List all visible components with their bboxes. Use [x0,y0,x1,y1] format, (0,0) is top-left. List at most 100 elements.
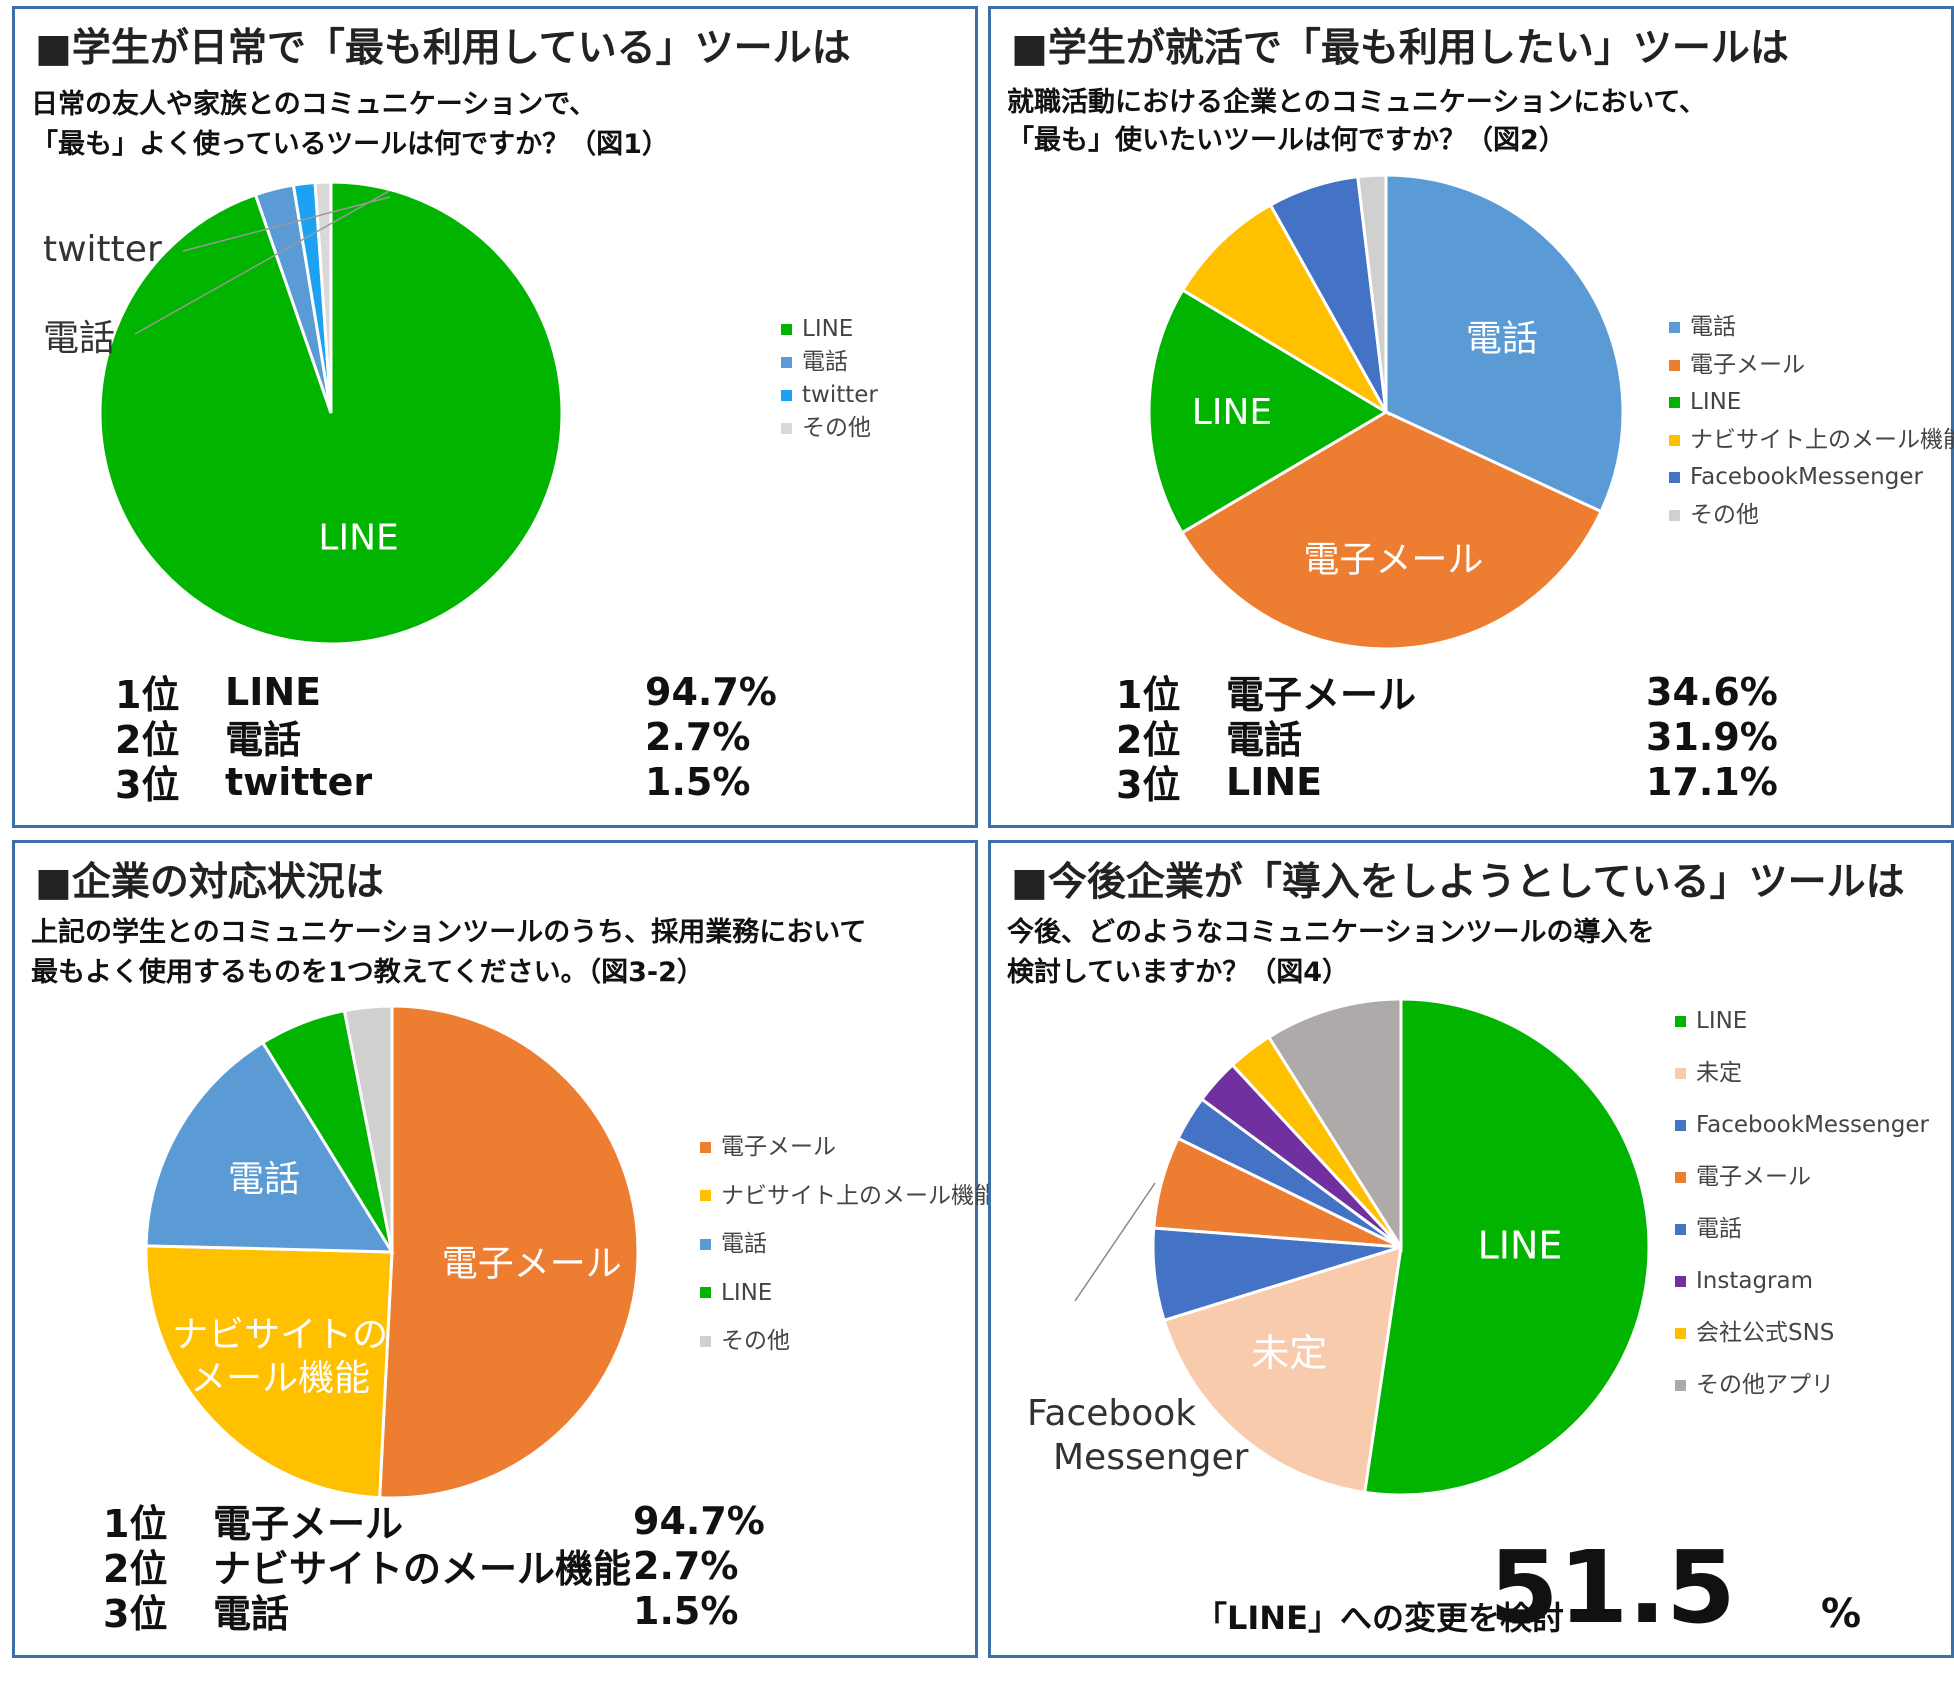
legend-swatch [1675,1327,1686,1339]
legend-swatch [1675,1067,1686,1079]
panel-title: ■学生が日常で「最も利用している」ツールは [35,26,851,71]
legend-swatch [1675,1275,1686,1287]
panel-jobhunt-tools: ■学生が就活で「最も利用したい」ツールは 就職活動における企業とのコミュニケーシ… [988,6,1954,828]
slice-label-1: 電子メール [442,1243,622,1284]
legend-label: 電話 [721,1231,767,1257]
legend-swatch [1675,1119,1686,1131]
pie-slice-4 [1180,202,1391,417]
ranking-2: 1位 電子メール 34.6% 2位 電話 31.9% 3位 LINE 17.1% [1116,669,1778,808]
legend-swatch [700,1335,711,1347]
legend-item-1: 電話 [1669,309,1954,347]
highlight-label: 「LINE」への変更を検討 [1195,1599,1564,1637]
question-line-1: 就職活動における企業とのコミュニケーションにおいて、 [1007,87,1707,118]
rank-percent: 94.7% [633,1498,765,1543]
legend-label: 電話 [802,349,848,375]
legend-item-4: ナビサイト上のメール機能 [1669,422,1954,460]
slice-label-3: 電話 [228,1159,300,1200]
pie-slice-3 [144,1040,395,1254]
rank-name: 電話 [1226,718,1303,762]
legend-4: LINE 未定 FacebookMessenger 電子メール 電話 Instagram 会… [1675,995,1929,1411]
slice-label-2: 未定 [1251,1331,1327,1375]
callout-phone: 電話 [43,318,116,359]
slice-label-3: LINE [1192,392,1272,433]
rank-name: 電話 [213,1592,290,1636]
panel-title: ■今後企業が「導入をしようとしている」ツールは [1011,860,1905,905]
legend-item-7: 会社公式SNS [1675,1307,1929,1359]
rank-position: 3位 [103,1592,168,1636]
legend-swatch [1675,1015,1686,1027]
legend-item-3: LINE [1669,384,1954,422]
rank-percent: 17.1% [1646,759,1778,804]
pie-slice-3 [1147,288,1389,535]
rank-percent: 1.5% [645,759,751,804]
slice-label-1: LINE [1478,1224,1563,1268]
question-line-1: 今後、どのようなコミュニケーションツールの導入を [1007,917,1655,948]
rank-percent: 2.7% [645,714,751,759]
legend-swatch [700,1287,711,1299]
rank-name: ナビサイトのメール機能 [213,1547,632,1591]
leader-lines-1 [134,190,391,335]
legend-item-3: 電話 [700,1220,997,1269]
legend-swatch [700,1238,711,1250]
legend-swatch [1675,1379,1686,1391]
legend-item-8: その他アプリ [1675,1359,1929,1411]
ranking-row-1: 1位 電子メール 94.7% [103,1498,765,1547]
ranking-row-3: 3位 電話 1.5% [103,1588,765,1637]
legend-label: twitter [802,382,878,408]
ranking-row-2: 2位 ナビサイトのメール機能 2.7% [103,1543,765,1592]
rank-position: 1位 [1116,673,1181,717]
question-line-1: 上記の学生とのコミュニケーションツールのうち、採用業務において [31,917,867,948]
legend-label: その他 [1690,501,1759,528]
legend-item-6: その他 [1669,497,1954,535]
legend-item-6: Instagram [1675,1255,1929,1307]
legend-label: 電話 [1696,1216,1742,1242]
legend-label: LINE [1696,1008,1748,1034]
question-line-1: 日常の友人や家族とのコミュニケーションで、 [31,89,597,120]
legend-3: 電子メール ナビサイト上のメール機能 電話 LINE その他 [700,1123,997,1366]
rank-percent: 31.9% [1646,714,1778,759]
ranking-row-3: 3位 LINE 17.1% [1116,759,1778,808]
legend-item-1: LINE [1675,995,1929,1047]
pie-chart-4: LINE 未定 [1151,997,1651,1497]
leader-lines-4 [1074,1182,1156,1302]
rank-position: 1位 [115,673,180,717]
leader-line-twitter [182,196,391,252]
rank-name: 電子メール [1226,673,1417,717]
legend-item-2: 電話 [781,346,878,379]
legend-swatch [700,1141,711,1153]
question-line-2: 最もよく使用するものを1つ教えてください。（図3-2） [31,957,704,988]
panel-company-status: ■企業の対応状況は 上記の学生とのコミュニケーションツールのうち、採用業務におい… [12,840,997,1658]
rank-percent: 94.7% [645,669,777,714]
ranking-row-1: 1位 電子メール 34.6% [1116,669,1778,718]
ranking-row-1: 1位 LINE 94.7% [115,669,777,718]
legend-swatch [1675,1171,1686,1183]
question-line-2: 検討していますか？（図4） [1007,957,1349,988]
legend-label: FacebookMessenger [1690,464,1923,490]
rank-position: 2位 [1116,718,1181,762]
legend-label: 未定 [1696,1060,1742,1086]
legend-swatch [781,324,792,335]
rank-position: 2位 [115,718,180,762]
legend-swatch [1669,322,1680,334]
panel-title: ■企業の対応状況は [35,860,384,905]
rank-name: 電子メール [213,1502,404,1546]
legend-item-5: その他 [700,1317,997,1366]
legend-item-4: その他 [781,412,878,445]
pie-slice-6 [1356,173,1388,413]
legend-label: 電子メール [1696,1164,1811,1190]
legend-label: 電子メール [721,1134,836,1160]
pie-slice-2 [144,1244,394,1500]
legend-item-4: LINE [700,1269,997,1318]
legend-item-3: twitter [781,379,878,412]
slice-label-1: LINE [318,518,398,559]
panel-title: ■学生が就活で「最も利用したい」ツールは [1011,26,1789,71]
slice-label-1: 電話 [1466,319,1538,360]
legend-swatch [781,357,792,368]
legend-item-5: 電話 [1675,1203,1929,1255]
rank-position: 3位 [1116,763,1181,807]
ranking-1: 1位 LINE 94.7% 2位 電話 2.7% 3位 twitter 1.5% [115,669,777,808]
legend-item-2: 電子メール [1669,347,1954,385]
legend-label: LINE [1690,389,1742,415]
legend-swatch [1669,397,1680,409]
pie-slice-1 [378,1004,640,1500]
